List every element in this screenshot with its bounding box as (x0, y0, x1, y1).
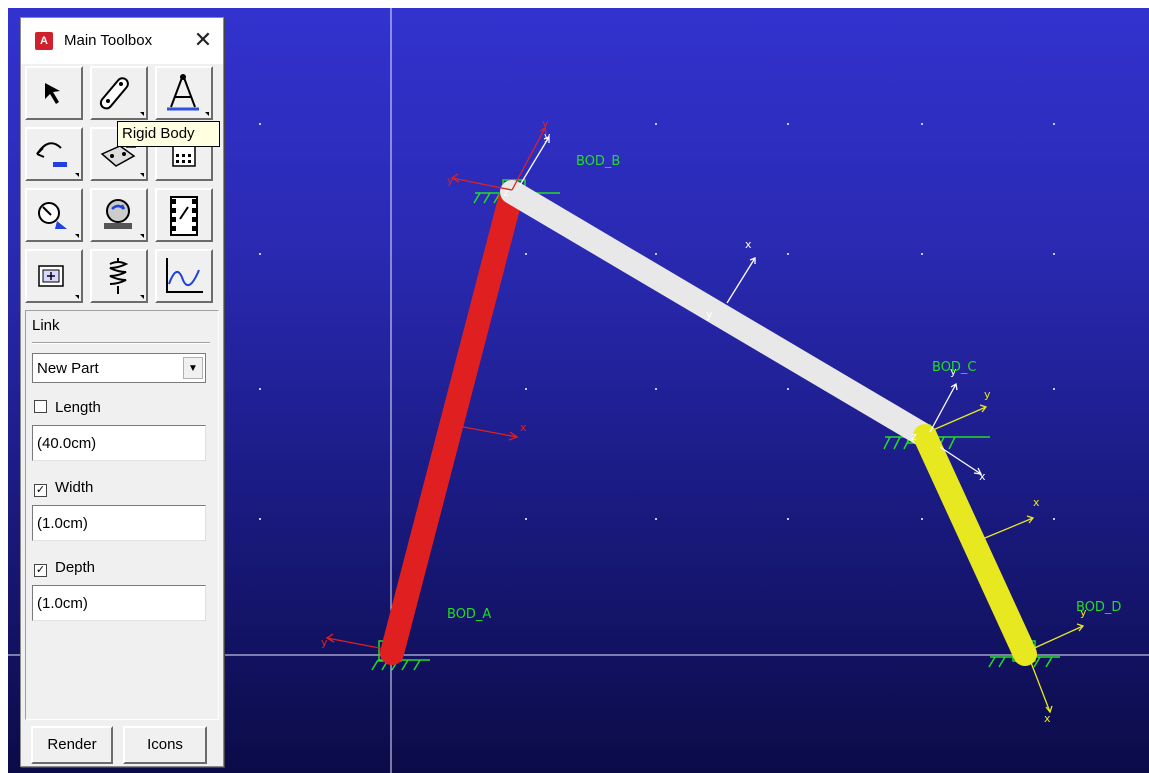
svg-text:y: y (984, 388, 991, 401)
axis-letters: y y z x y y z y x y y x z y x y y x z (321, 117, 1087, 725)
link-bod-a[interactable] (380, 180, 524, 665)
depth-checkbox[interactable]: ✓ (34, 564, 47, 577)
label-bod-c: BOD_C (932, 360, 977, 375)
plot-icon (166, 258, 203, 293)
app-logo-icon: A (35, 32, 53, 50)
length-label: Length (55, 399, 101, 416)
svg-text:z: z (382, 641, 388, 654)
link-properties-panel: Link New Part ▼ Length (40.0cm) ✓ Width (… (25, 310, 219, 720)
toolbox-title: Main Toolbox (64, 32, 153, 49)
render-button[interactable]: Render (31, 726, 113, 764)
length-field[interactable]: (40.0cm) (32, 425, 206, 461)
torque-tool-button[interactable] (25, 188, 83, 242)
svg-text:y: y (706, 308, 713, 321)
scene-canvas[interactable]: y y z x y y z y x y y x z y x y y x z BO… (8, 8, 1149, 773)
plot-tool-button[interactable] (155, 249, 213, 303)
spring-tool-button[interactable] (90, 249, 148, 303)
length-checkbox[interactable] (34, 400, 47, 413)
svg-text:x: x (979, 470, 986, 483)
axes-bod-c (932, 404, 1085, 714)
svg-text:x: x (745, 238, 752, 251)
select-arrow-icon (45, 83, 60, 104)
close-button[interactable]: ✕ (193, 27, 213, 52)
simulation-icon (104, 199, 132, 229)
joint-tool-button[interactable] (25, 127, 83, 181)
svg-text:z: z (503, 186, 509, 199)
torque-icon (38, 202, 67, 229)
depth-label: Depth (55, 559, 96, 576)
chevron-down-icon[interactable]: ▼ (183, 357, 203, 379)
svg-text:x: x (1044, 712, 1051, 725)
svg-text:z: z (1014, 640, 1020, 653)
simulation-tool-button[interactable] (90, 188, 148, 242)
rigid-body-tool-button[interactable] (155, 66, 213, 120)
svg-text:y: y (962, 535, 969, 548)
link-tool-button[interactable] (90, 66, 148, 120)
svg-text:z: z (911, 430, 917, 443)
select-tool-button[interactable] (25, 66, 83, 120)
label-bod-a: BOD_A (447, 607, 491, 622)
toolbox-title-bar[interactable]: A Main Toolbox ✕ (21, 18, 223, 64)
icons-button[interactable]: Icons (123, 726, 207, 764)
rigid-body-icon (167, 74, 199, 111)
svg-text:y: y (447, 174, 454, 187)
link-bod-b[interactable] (500, 180, 937, 448)
group-tool-button[interactable] (25, 249, 83, 303)
depth-field[interactable]: (1.0cm) (32, 585, 206, 621)
link-bod-c[interactable] (913, 424, 1037, 666)
animation-icon (170, 196, 198, 236)
part-select-dropdown[interactable]: New Part ▼ (32, 353, 206, 383)
length-checkbox-row[interactable]: Length (34, 399, 101, 416)
width-checkbox-row[interactable]: ✓ Width (34, 479, 93, 497)
axes-bod-b (519, 136, 983, 475)
svg-text:y: y (542, 117, 549, 130)
svg-text:x: x (520, 421, 527, 434)
panel-divider (32, 342, 210, 344)
label-bod-b: BOD_B (576, 154, 620, 169)
width-field[interactable]: (1.0cm) (32, 505, 206, 541)
grid-dots (259, 123, 1055, 520)
width-checkbox[interactable]: ✓ (34, 484, 47, 497)
depth-checkbox-row[interactable]: ✓ Depth (34, 559, 95, 577)
link-icon (99, 77, 129, 110)
svg-text:y: y (321, 636, 328, 649)
svg-text:y: y (1080, 606, 1087, 619)
group-icon (38, 265, 64, 287)
animation-tool-button[interactable] (155, 188, 213, 242)
main-toolbox-window[interactable]: A Main Toolbox ✕ (20, 17, 224, 767)
width-label: Width (55, 479, 94, 496)
spring-icon (109, 258, 129, 294)
axes-bod-a (325, 126, 547, 651)
tooltip: Rigid Body (117, 121, 220, 147)
ground-markers (371, 179, 1060, 671)
part-select-value: New Part (37, 360, 99, 377)
svg-text:x: x (1033, 496, 1040, 509)
svg-text:y: y (446, 405, 453, 418)
joint-icon (36, 142, 67, 167)
label-bod-d: BOD_D (1076, 600, 1121, 615)
panel-title: Link (32, 317, 60, 334)
svg-text:y: y (544, 130, 551, 143)
svg-text:y: y (950, 365, 957, 378)
